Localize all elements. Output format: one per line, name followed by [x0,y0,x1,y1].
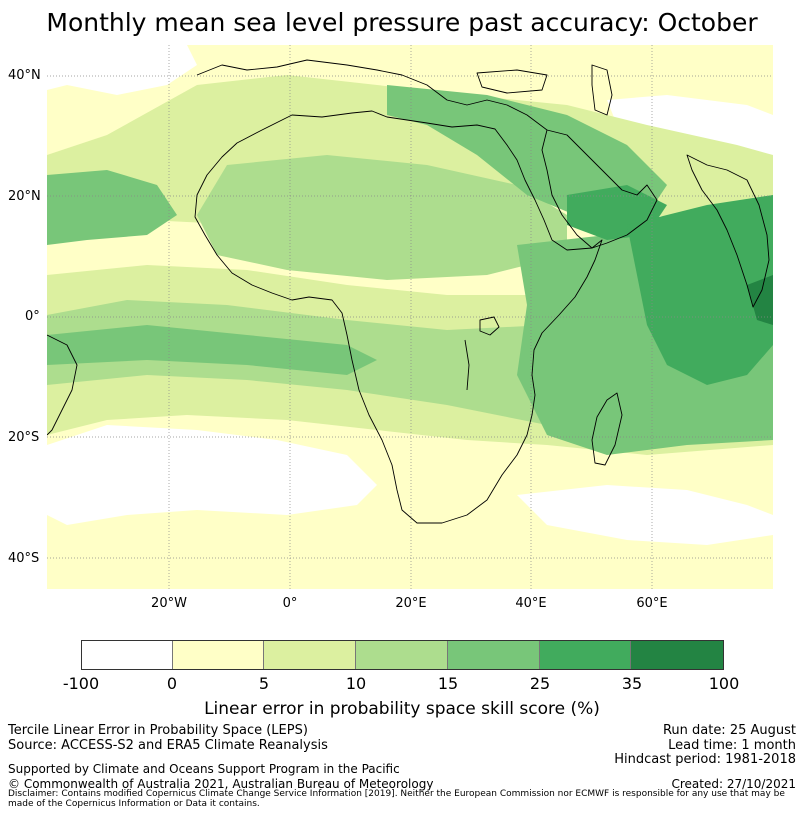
colorbar-tick: 35 [621,674,643,693]
footer-created: Created: 27/10/2021 [671,777,796,791]
footer-lead-time: Lead time: 1 month [668,738,796,753]
colorbar [81,640,724,670]
fill-green-west-atlantic [47,170,177,245]
lat-label-40n: 40°N [8,68,41,83]
fill-darkest-green-india [747,275,773,325]
colorbar-bin-neg100-0 [82,641,173,669]
colorbar-tick: -100 [62,674,100,693]
footer-copyright: © Commonwealth of Australia 2021, Austra… [8,777,434,791]
map-title: Monthly mean sea level pressure past acc… [46,8,758,37]
fill-white-south-atlantic [47,425,377,525]
colorbar-bin-15-25 [447,641,540,669]
colorbar-label: Linear error in probability space skill … [204,699,600,719]
colorbar-bin-0-5 [172,641,265,669]
skill-map-svg [47,45,773,589]
footer-disclaimer: Disclaimer: Contains modified Copernicus… [8,789,785,809]
colorbar-tick: 0 [166,674,178,693]
coast-black-sea [476,69,548,94]
footer-source: Source: ACCESS-S2 and ERA5 Climate Reana… [8,738,328,753]
lon-label-20w: 20°W [151,596,187,611]
colorbar-tick: 10 [345,674,367,693]
coast-europe [196,59,548,131]
footer-run-date: Run date: 25 August [662,723,796,738]
colorbar-tick: 25 [529,674,551,693]
fill-dark-green-indian [627,195,773,385]
lat-label-20s: 20°S [8,430,40,445]
skill-map [47,45,773,589]
lat-label-0: 0° [25,309,40,324]
coast-india [686,154,770,308]
coast-brazil [47,334,78,436]
fill-green-mediterranean [387,85,667,220]
lon-label-0: 0° [282,596,298,611]
colorbar-tick: 5 [258,674,270,693]
footer-method: Tercile Linear Error in Probability Spac… [8,723,308,738]
colorbar-bin-10-15 [356,641,448,669]
fill-mid-green-sahara [197,155,567,280]
coast-madagascar [591,392,623,466]
coastlines [47,59,770,524]
colorbar-bin-5-10 [264,641,357,669]
lat-label-40s: 40°S [8,551,40,566]
footer-hindcast: Hindcast period: 1981-2018 [614,752,796,767]
colorbar-tick: 15 [437,674,459,693]
colorbar-bin-25-35 [539,641,632,669]
coast-caspian [591,64,613,116]
coast-rift-lake [464,339,470,391]
graticule [47,45,773,589]
colorbar-tick: 100 [708,674,740,693]
coast-lake-victoria [479,316,500,336]
lat-label-20n: 20°N [8,189,41,204]
fill-white-indian-south [517,485,773,545]
fill-green-gulf-guinea [47,325,377,375]
footer-support: Supported by Climate and Oceans Support … [8,762,400,776]
coast-africa [194,110,603,524]
coast-arabia [541,129,658,249]
lon-label-40e: 40°E [515,596,547,611]
colorbar-bin-35-100 [631,641,724,669]
lon-label-20e: 20°E [395,596,427,611]
fill-white-north-atlantic [47,45,197,95]
lon-label-60e: 60°E [636,596,668,611]
